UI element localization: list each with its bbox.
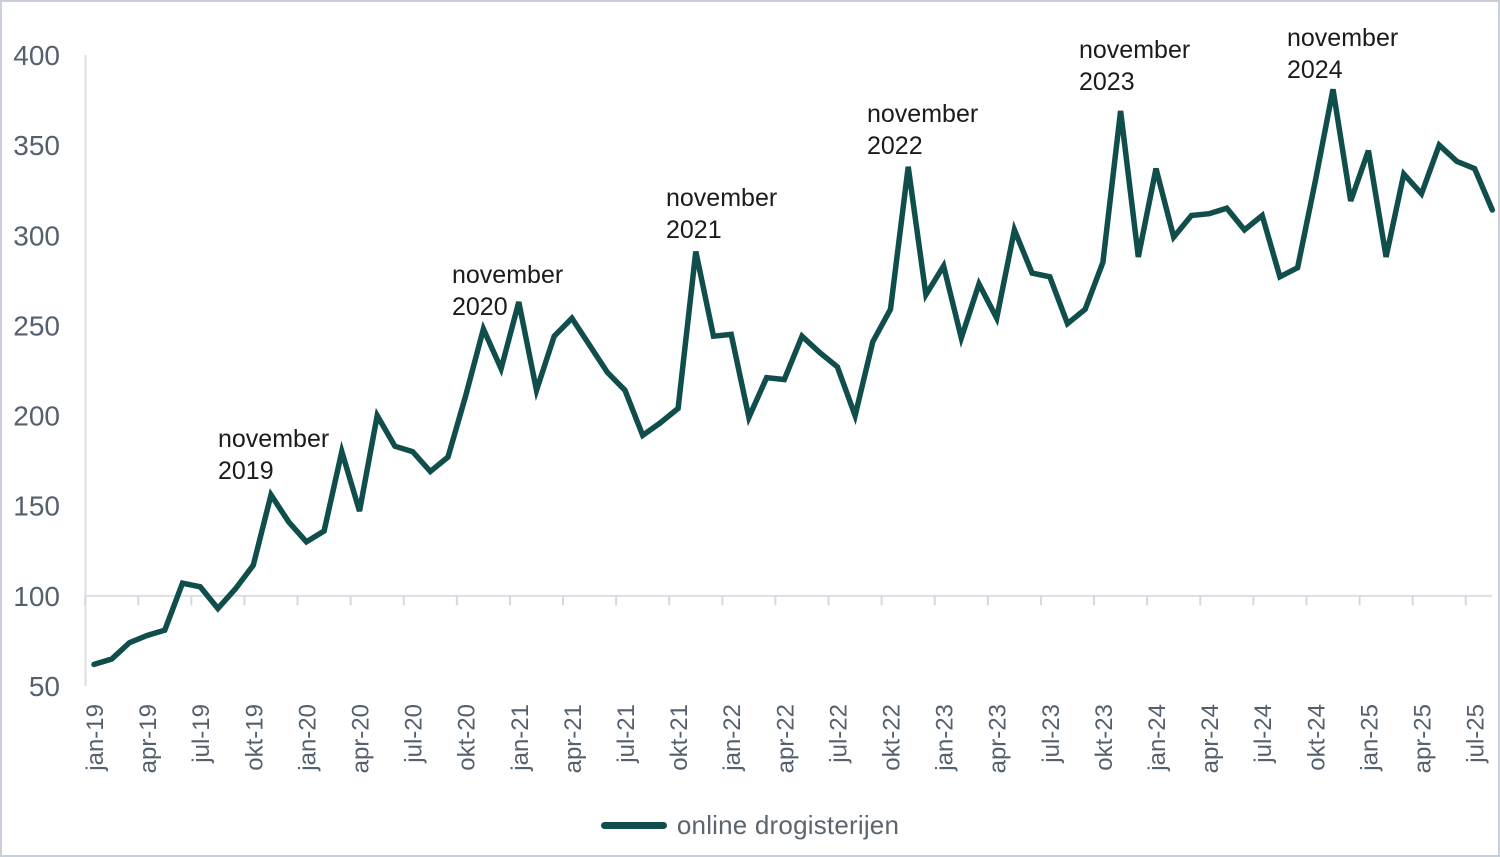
y-axis-label: 50 <box>29 671 60 702</box>
annotation-november-2022: november <box>867 100 978 128</box>
x-axis-label: apr-23 <box>985 704 1012 773</box>
x-axis-label: jul-19 <box>188 704 215 764</box>
x-axis-label: okt-21 <box>666 704 693 771</box>
x-axis-label: okt-19 <box>241 704 268 771</box>
x-axis-label: apr-24 <box>1197 704 1224 773</box>
annotation-november-2023: november <box>1079 36 1190 64</box>
x-axis-label: jan-24 <box>1144 704 1171 772</box>
x-axis-label: okt-22 <box>879 704 906 771</box>
x-axis-label: okt-20 <box>454 704 481 771</box>
annotation-november-2019: 2019 <box>218 457 274 485</box>
x-axis-label: apr-20 <box>348 704 375 773</box>
x-axis-label: jul-25 <box>1463 704 1490 764</box>
x-axis-label: jan-25 <box>1356 704 1383 772</box>
legend-label: online drogisterijen <box>676 810 900 840</box>
y-axis-label: 200 <box>13 401 60 432</box>
annotation-november-2022: 2022 <box>867 132 923 160</box>
y-axis-label: 150 <box>13 491 60 522</box>
annotation-november-2021: november <box>666 184 777 212</box>
x-axis-label: jul-20 <box>401 704 428 764</box>
annotation-november-2024: 2024 <box>1287 56 1343 84</box>
y-axis-label: 350 <box>13 130 60 161</box>
x-axis-label: apr-22 <box>772 704 799 773</box>
x-axis-label: okt-23 <box>1091 704 1118 771</box>
annotation-november-2019: november <box>218 425 329 453</box>
annotation-november-2024: november <box>1287 24 1398 52</box>
legend: online drogisterijen <box>2 810 1498 841</box>
annotation-november-2021: 2021 <box>666 216 722 244</box>
x-axis-label: jan-23 <box>932 704 959 772</box>
annotation-november-2020: 2020 <box>452 293 508 321</box>
x-axis-label: apr-19 <box>135 704 162 773</box>
y-axis-label: 100 <box>13 581 60 612</box>
y-axis-label: 400 <box>13 40 60 71</box>
x-axis-label: okt-24 <box>1303 704 1330 771</box>
x-axis-label: jan-22 <box>719 704 746 772</box>
x-axis-label: jul-24 <box>1250 704 1277 764</box>
x-axis-label: jul-23 <box>1038 704 1065 764</box>
y-axis-label: 250 <box>13 310 60 341</box>
x-axis-label: jul-21 <box>613 704 640 764</box>
annotation-november-2020: november <box>452 261 563 289</box>
annotation-november-2023: 2023 <box>1079 68 1135 96</box>
x-axis-label: jan-19 <box>82 704 109 772</box>
y-axis-label: 300 <box>13 220 60 251</box>
x-axis-label: apr-21 <box>560 704 587 773</box>
x-axis-label: jul-22 <box>825 704 852 764</box>
x-axis-label: jan-21 <box>507 704 534 772</box>
data-line-online-drogisterijen <box>91 88 1496 668</box>
x-axis-label: apr-25 <box>1410 704 1437 773</box>
legend-line-swatch <box>600 822 667 829</box>
x-axis-label: jan-20 <box>294 704 321 772</box>
